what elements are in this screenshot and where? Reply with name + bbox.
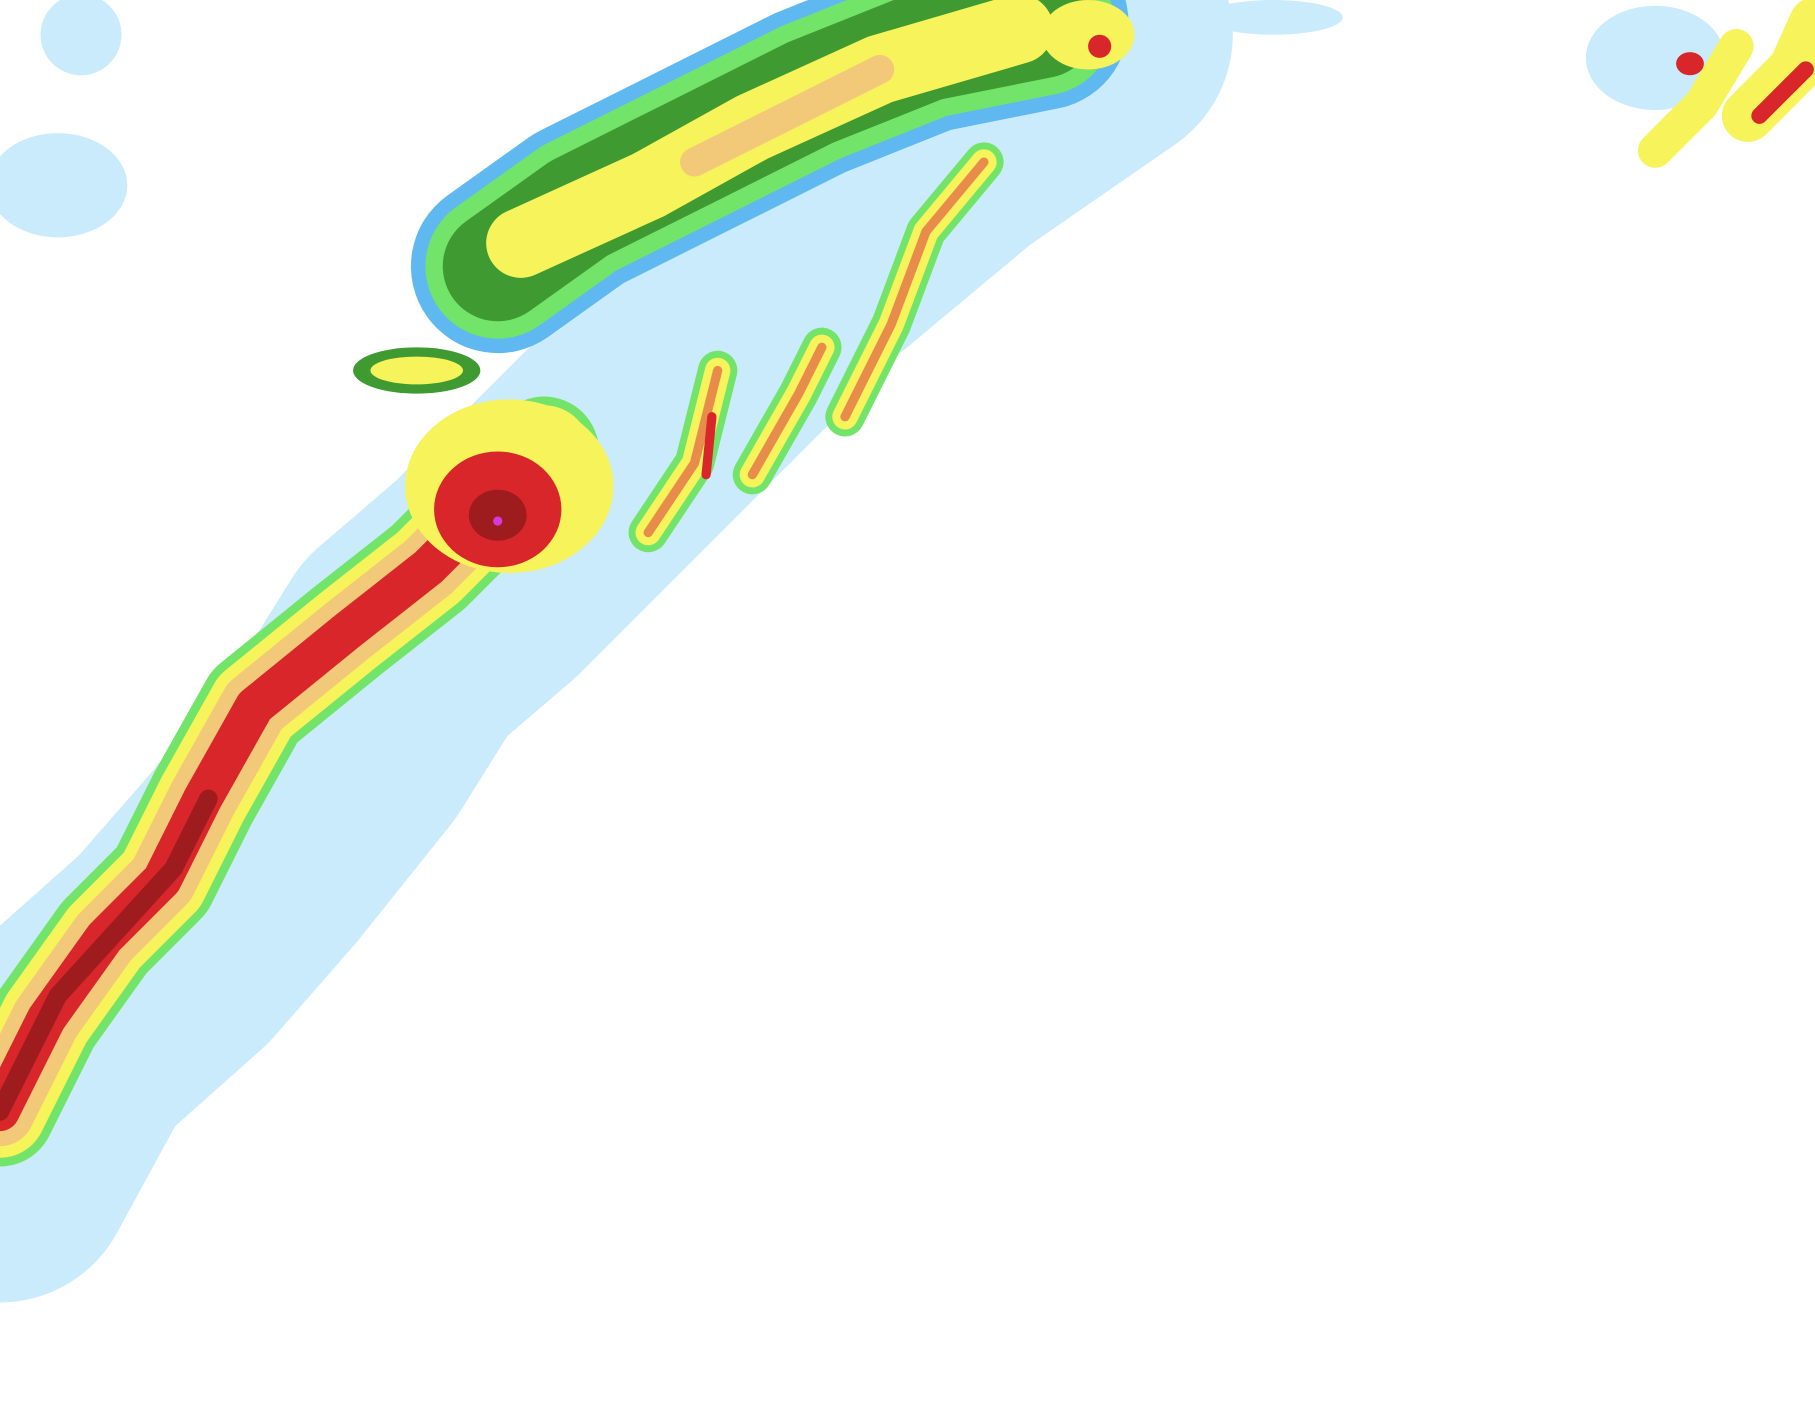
light-rain-cell: [1203, 0, 1343, 35]
radar-echo-layers: [0, 0, 1815, 1303]
ne-cell: [1721, 0, 1815, 142]
rain-band-1-heavy: [747, 342, 827, 480]
ne-cell-core: [1676, 52, 1704, 76]
cell: [370, 356, 464, 385]
light-rain-cell: [1585, 5, 1725, 110]
n-cell: [1041, 0, 1135, 70]
storm-complex-intense: [468, 489, 527, 541]
intense-cell: [701, 412, 717, 480]
northern-echo-heavy: [680, 54, 895, 177]
rain-band-0-heavy: [643, 365, 723, 538]
squall-line-intense: [0, 789, 218, 1121]
light-rain-cell: [40, 0, 122, 76]
storm-complex-extreme: [493, 516, 503, 526]
rain-band-2-heavy: [840, 157, 989, 422]
ne-cell: [1637, 28, 1754, 168]
ne-cell-core: [1751, 61, 1814, 124]
n-cell-core: [1088, 34, 1112, 58]
light-rain-cell: [0, 133, 128, 238]
